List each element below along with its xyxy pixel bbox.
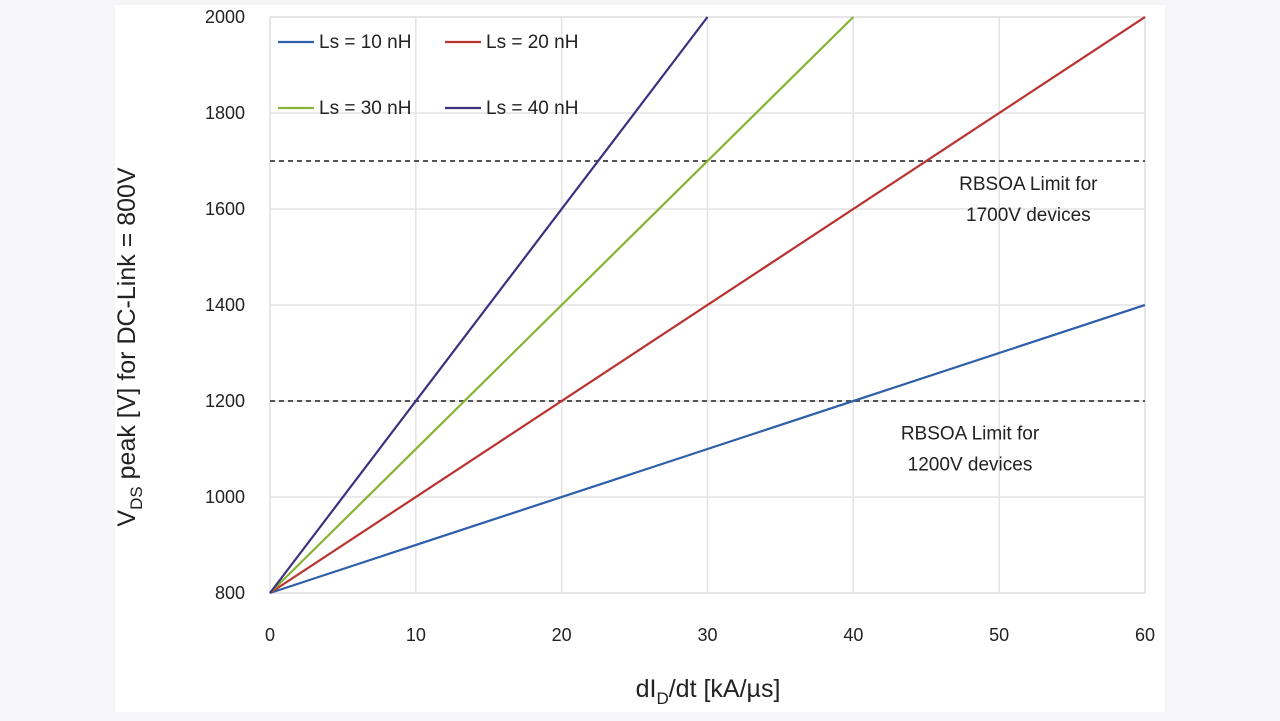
x-tick-label: 50: [989, 625, 1009, 645]
legend-label: Ls = 10 nH: [319, 32, 411, 53]
x-tick-label: 0: [265, 625, 275, 645]
x-axis-title: dID/dt [kA/µs]: [636, 675, 781, 708]
legend-label: Ls = 20 nH: [486, 32, 578, 53]
series-line: [269, 303, 1146, 595]
legend-label: Ls = 30 nH: [319, 98, 411, 119]
legend-entry: Ls = 10 nH: [278, 32, 411, 53]
chart-panel: [115, 5, 1165, 712]
y-tick-label: 1800: [205, 103, 245, 123]
series-line: [269, 16, 855, 594]
y-tick-label: 1000: [205, 487, 245, 507]
y-tick-label: 2000: [205, 7, 245, 27]
x-tick-labels: 0 10 20 30 40 50 60: [265, 625, 1155, 645]
series-line: [269, 16, 1146, 594]
annotation: RBSOA Limit for 1700V devices: [959, 174, 1098, 226]
legend-label: Ls = 40 nH: [486, 98, 578, 119]
y-tick-label: 1200: [205, 391, 245, 411]
y-tick-label: 800: [215, 583, 245, 603]
y-tick-labels: 800 1000 1200 1400 1600 1800 2000: [205, 7, 245, 603]
legend-entry: Ls = 30 nH: [278, 98, 411, 119]
annotation-line: RBSOA Limit for: [901, 423, 1040, 444]
x-tick-label: 40: [843, 625, 863, 645]
legend: Ls = 10 nH Ls = 20 nH Ls = 30 nH Ls = 40 nH: [278, 32, 578, 119]
annotation-line: 1700V devices: [966, 205, 1091, 226]
y-tick-label: 1400: [205, 295, 245, 315]
annotation-line: 1200V devices: [908, 454, 1033, 475]
y-axis-title: VDS peak [V] for DC-Link = 800V: [113, 167, 146, 527]
legend-entry: Ls = 20 nH: [445, 32, 578, 53]
annotation: RBSOA Limit for 1200V devices: [901, 423, 1040, 475]
y-tick-label: 1600: [205, 199, 245, 219]
x-tick-label: 10: [406, 625, 426, 645]
annotation-line: RBSOA Limit for: [959, 174, 1098, 195]
series-lines: [269, 16, 1146, 595]
series-line: [269, 16, 709, 594]
x-tick-label: 60: [1135, 625, 1155, 645]
x-tick-label: 30: [697, 625, 717, 645]
x-tick-label: 20: [552, 625, 572, 645]
legend-entry: Ls = 40 nH: [445, 98, 578, 119]
